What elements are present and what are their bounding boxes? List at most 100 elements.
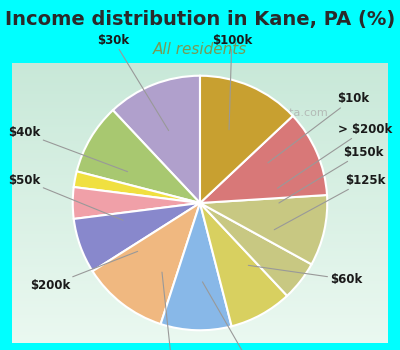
Wedge shape bbox=[77, 110, 200, 203]
Bar bbox=[12, 312, 388, 315]
Bar bbox=[12, 189, 388, 192]
Bar bbox=[12, 251, 388, 253]
Bar bbox=[12, 102, 388, 105]
Bar bbox=[12, 301, 388, 304]
Bar bbox=[12, 248, 388, 251]
Bar bbox=[12, 161, 388, 164]
Bar bbox=[12, 139, 388, 141]
Text: $150k: $150k bbox=[279, 146, 383, 203]
Wedge shape bbox=[74, 203, 200, 271]
Bar bbox=[12, 77, 388, 80]
Bar bbox=[12, 217, 388, 220]
Bar bbox=[12, 147, 388, 150]
Wedge shape bbox=[161, 203, 232, 330]
Bar bbox=[12, 239, 388, 242]
Bar bbox=[12, 63, 388, 66]
Bar bbox=[12, 290, 388, 293]
Text: $100k: $100k bbox=[212, 34, 252, 130]
Bar bbox=[12, 125, 388, 127]
Wedge shape bbox=[200, 203, 287, 326]
Bar bbox=[12, 83, 388, 85]
Bar bbox=[12, 141, 388, 144]
Bar bbox=[12, 329, 388, 332]
Bar bbox=[12, 169, 388, 172]
Bar bbox=[12, 127, 388, 130]
Bar bbox=[12, 228, 388, 231]
Text: $30k: $30k bbox=[97, 34, 169, 131]
Bar bbox=[12, 181, 388, 183]
Bar bbox=[12, 298, 388, 301]
Bar bbox=[12, 88, 388, 91]
Bar bbox=[12, 332, 388, 335]
Bar bbox=[12, 183, 388, 186]
Bar bbox=[12, 206, 388, 209]
Bar bbox=[12, 267, 388, 270]
Bar bbox=[12, 270, 388, 273]
Bar bbox=[12, 223, 388, 225]
Bar bbox=[12, 197, 388, 200]
Bar bbox=[12, 175, 388, 178]
Wedge shape bbox=[200, 76, 293, 203]
Bar bbox=[12, 66, 388, 69]
Bar bbox=[12, 211, 388, 214]
Bar bbox=[12, 97, 388, 99]
Text: All residents: All residents bbox=[153, 42, 247, 57]
Bar bbox=[12, 323, 388, 326]
Bar bbox=[12, 214, 388, 217]
Text: Income distribution in Kane, PA (%): Income distribution in Kane, PA (%) bbox=[5, 10, 395, 29]
Wedge shape bbox=[73, 187, 200, 219]
Bar bbox=[12, 94, 388, 97]
Bar bbox=[12, 203, 388, 206]
Text: > $200k: > $200k bbox=[278, 123, 392, 188]
Wedge shape bbox=[200, 195, 327, 264]
Bar bbox=[12, 69, 388, 71]
Bar bbox=[12, 130, 388, 133]
Text: $40k: $40k bbox=[8, 126, 128, 172]
Bar bbox=[12, 111, 388, 113]
Bar bbox=[12, 309, 388, 312]
Bar bbox=[12, 116, 388, 119]
Bar bbox=[12, 150, 388, 153]
Wedge shape bbox=[113, 76, 200, 203]
Text: $200k: $200k bbox=[30, 251, 138, 292]
Bar bbox=[12, 178, 388, 181]
Bar bbox=[12, 186, 388, 189]
Text: $60k: $60k bbox=[248, 265, 362, 286]
Bar bbox=[12, 253, 388, 256]
Bar bbox=[12, 220, 388, 223]
Bar bbox=[12, 245, 388, 248]
Bar bbox=[12, 99, 388, 102]
Bar bbox=[12, 164, 388, 167]
Bar bbox=[12, 335, 388, 337]
Bar bbox=[12, 231, 388, 234]
Bar bbox=[12, 133, 388, 136]
Bar bbox=[12, 153, 388, 155]
Wedge shape bbox=[200, 116, 327, 203]
Bar bbox=[12, 225, 388, 228]
Text: $20k: $20k bbox=[156, 272, 188, 350]
Text: $125k: $125k bbox=[274, 174, 386, 230]
Bar bbox=[12, 281, 388, 284]
Bar bbox=[12, 195, 388, 197]
Bar bbox=[12, 273, 388, 276]
Bar bbox=[12, 304, 388, 307]
Bar bbox=[12, 172, 388, 175]
Bar bbox=[12, 74, 388, 77]
Bar bbox=[12, 85, 388, 88]
Bar bbox=[12, 119, 388, 122]
Bar bbox=[12, 287, 388, 290]
Bar bbox=[12, 209, 388, 211]
Bar bbox=[12, 279, 388, 281]
Bar bbox=[12, 307, 388, 309]
Bar bbox=[12, 105, 388, 108]
Bar bbox=[12, 256, 388, 259]
Wedge shape bbox=[74, 172, 200, 203]
Wedge shape bbox=[92, 203, 200, 324]
Bar bbox=[12, 136, 388, 139]
Bar bbox=[12, 340, 388, 343]
Bar bbox=[12, 265, 388, 267]
Bar bbox=[12, 259, 388, 262]
Text: $75k: $75k bbox=[202, 282, 267, 350]
Bar bbox=[12, 326, 388, 329]
Bar bbox=[12, 318, 388, 321]
